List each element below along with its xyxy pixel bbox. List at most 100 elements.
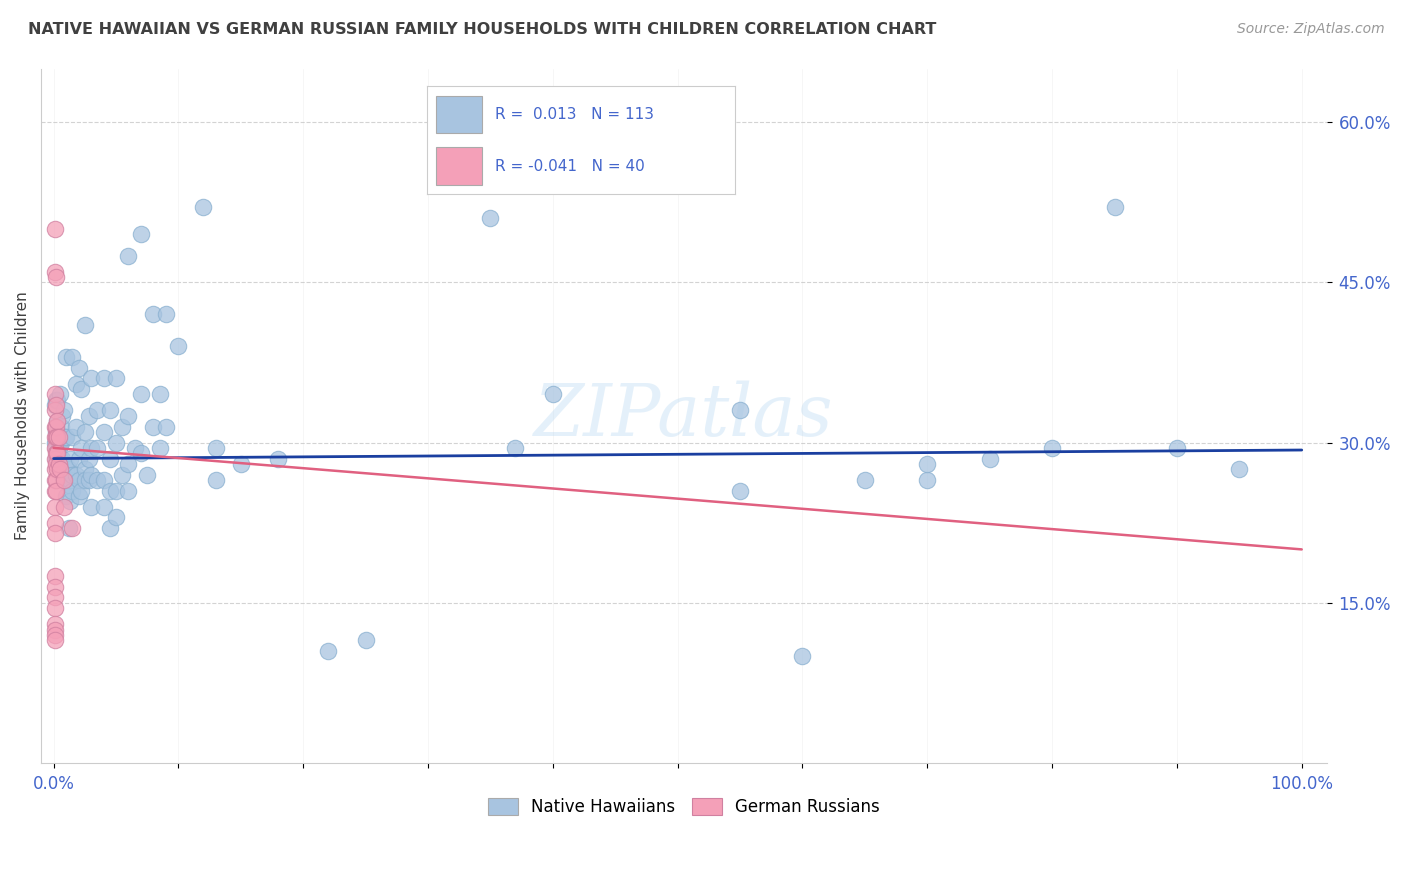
Point <box>46 462 69 476</box>
Point <box>44 264 66 278</box>
Point <box>142 419 165 434</box>
Point <box>58 462 80 476</box>
Point <box>44 451 66 466</box>
Point <box>60 483 83 498</box>
Point <box>65 419 87 434</box>
Point <box>142 307 165 321</box>
Point <box>44 483 66 498</box>
Point <box>129 227 152 242</box>
Point <box>105 483 128 498</box>
Point <box>205 473 228 487</box>
Point <box>1040 441 1063 455</box>
Y-axis label: Family Households with Children: Family Households with Children <box>15 292 30 541</box>
Point <box>58 521 80 535</box>
Point <box>70 483 93 498</box>
Point <box>53 457 76 471</box>
Point <box>80 500 103 514</box>
Point <box>67 473 90 487</box>
Point <box>67 360 90 375</box>
Point <box>979 451 1001 466</box>
Point <box>44 473 66 487</box>
Point <box>55 430 77 444</box>
Point <box>93 500 115 514</box>
Point <box>193 201 215 215</box>
Point <box>93 473 115 487</box>
Point <box>59 494 82 508</box>
Point <box>117 457 139 471</box>
Point <box>52 403 75 417</box>
Point <box>44 591 66 605</box>
Point <box>117 483 139 498</box>
Point <box>60 521 83 535</box>
Point <box>728 483 751 498</box>
Point <box>65 376 87 391</box>
Point <box>44 435 66 450</box>
Point <box>98 451 121 466</box>
Point <box>51 467 73 482</box>
Point <box>46 414 69 428</box>
Point <box>67 489 90 503</box>
Point <box>80 467 103 482</box>
Point <box>48 435 70 450</box>
Point <box>316 644 339 658</box>
Point <box>1104 201 1126 215</box>
Point <box>98 403 121 417</box>
Point <box>853 473 876 487</box>
Point <box>44 387 66 401</box>
Point <box>45 419 67 434</box>
Point <box>44 419 66 434</box>
Point <box>98 521 121 535</box>
Point <box>105 510 128 524</box>
Point <box>155 419 177 434</box>
Point <box>55 350 77 364</box>
Point <box>44 580 66 594</box>
Point <box>86 441 108 455</box>
Point <box>46 425 69 439</box>
Point <box>58 478 80 492</box>
Point <box>229 457 252 471</box>
Point <box>55 489 77 503</box>
Point <box>1166 441 1188 455</box>
Point <box>44 569 66 583</box>
Legend: Native Hawaiians, German Russians: Native Hawaiians, German Russians <box>479 789 889 824</box>
Point <box>917 457 939 471</box>
Point <box>111 467 134 482</box>
Point <box>49 435 72 450</box>
Point <box>49 462 72 476</box>
Point <box>52 467 75 482</box>
Point <box>479 211 502 226</box>
Point <box>51 451 73 466</box>
Point <box>44 462 66 476</box>
Point <box>45 473 67 487</box>
Point <box>44 617 66 632</box>
Point <box>51 409 73 423</box>
Point <box>70 441 93 455</box>
Point <box>55 462 77 476</box>
Point <box>44 403 66 417</box>
Point <box>117 409 139 423</box>
Point <box>105 435 128 450</box>
Text: Source: ZipAtlas.com: Source: ZipAtlas.com <box>1237 22 1385 37</box>
Point <box>44 526 66 541</box>
Point <box>205 441 228 455</box>
Point <box>44 628 66 642</box>
Point <box>728 403 751 417</box>
Point <box>45 457 67 471</box>
Point <box>45 425 67 439</box>
Point <box>149 387 172 401</box>
Point <box>129 387 152 401</box>
Point <box>1227 462 1250 476</box>
Point <box>52 473 75 487</box>
Point <box>86 403 108 417</box>
Point <box>49 462 72 476</box>
Point <box>45 483 67 498</box>
Point <box>59 451 82 466</box>
Point <box>73 425 96 439</box>
Point <box>124 441 146 455</box>
Point <box>45 451 67 466</box>
Point <box>65 467 87 482</box>
Point <box>45 430 67 444</box>
Point <box>48 457 70 471</box>
Point <box>73 318 96 332</box>
Point <box>46 392 69 407</box>
